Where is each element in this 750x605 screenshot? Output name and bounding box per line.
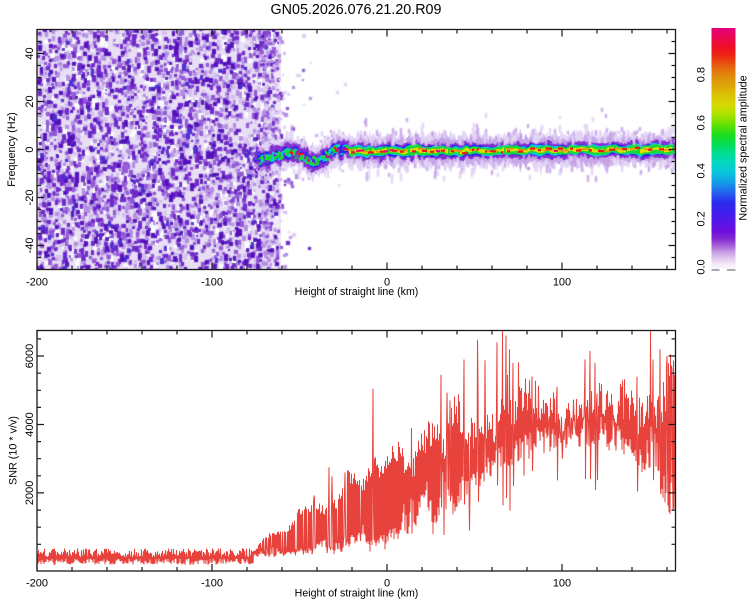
svg-text:0.8: 0.8 bbox=[696, 67, 708, 82]
svg-text:0.4: 0.4 bbox=[696, 163, 708, 178]
svg-text:Height of straight line (km): Height of straight line (km) bbox=[295, 286, 419, 298]
svg-text:0.6: 0.6 bbox=[696, 115, 708, 130]
svg-text:40: 40 bbox=[24, 47, 36, 59]
svg-text:-20: -20 bbox=[24, 190, 36, 206]
svg-text:0.2: 0.2 bbox=[696, 211, 708, 226]
svg-text:2000: 2000 bbox=[24, 481, 36, 505]
svg-text:0: 0 bbox=[24, 146, 36, 152]
svg-text:100: 100 bbox=[553, 277, 571, 289]
svg-text:Frequency (Hz): Frequency (Hz) bbox=[6, 112, 18, 186]
svg-text:Height of straight line (km): Height of straight line (km) bbox=[295, 587, 419, 599]
svg-text:0: 0 bbox=[384, 578, 390, 590]
svg-text:-100: -100 bbox=[201, 578, 223, 590]
svg-text:-200: -200 bbox=[26, 277, 48, 289]
svg-text:20: 20 bbox=[24, 95, 36, 107]
svg-text:0.0: 0.0 bbox=[696, 259, 708, 274]
svg-text:100: 100 bbox=[553, 578, 571, 590]
svg-text:Normalized spectral amplitude: Normalized spectral amplitude bbox=[738, 75, 750, 220]
svg-text:SNR (10 * v/v): SNR (10 * v/v) bbox=[8, 416, 20, 485]
svg-text:-200: -200 bbox=[26, 578, 48, 590]
svg-text:GN05.2026.076.21.20.R09: GN05.2026.076.21.20.R09 bbox=[271, 2, 442, 18]
svg-text:-40: -40 bbox=[24, 238, 36, 254]
svg-text:6000: 6000 bbox=[24, 344, 36, 368]
svg-text:-100: -100 bbox=[201, 277, 223, 289]
svg-text:4000: 4000 bbox=[24, 412, 36, 436]
svg-text:0: 0 bbox=[384, 277, 390, 289]
